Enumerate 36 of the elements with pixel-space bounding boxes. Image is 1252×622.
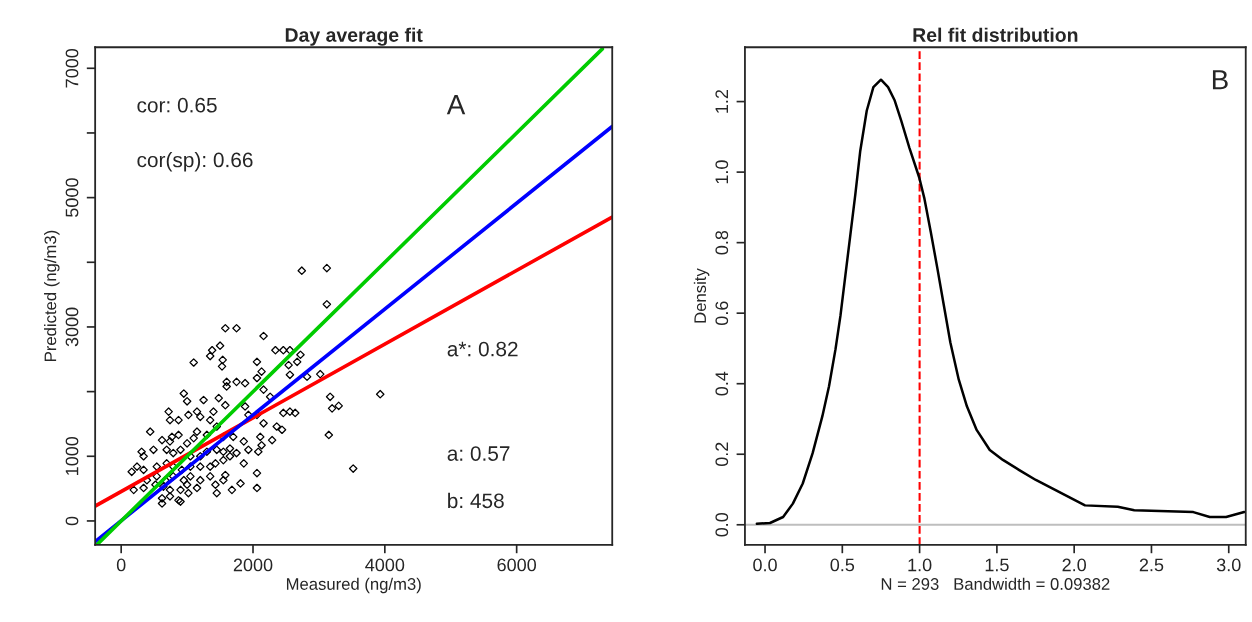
y-tick-label: 1000 — [65, 436, 79, 475]
y-tick-label: 3000 — [65, 307, 79, 347]
annotation: cor(sp): 0.66 — [137, 152, 253, 172]
y-tick-label: 7000 — [65, 48, 79, 88]
chart-title: Day average fit — [285, 27, 423, 46]
annotation: a: 0.57 — [447, 446, 510, 461]
y-tick-label: 1.2 — [715, 89, 728, 113]
x-tick-label: 0 — [116, 558, 126, 572]
chart-title: Rel fit distribution — [913, 27, 1078, 42]
x-tick-label: 2.5 — [1139, 558, 1164, 572]
y-tick-label: 0.6 — [715, 301, 729, 326]
x-tick-label: 0.5 — [830, 558, 855, 572]
annotation: B — [1212, 70, 1228, 90]
x-tick-label: 3.0 — [1216, 558, 1241, 572]
y-tick-label: 0.0 — [715, 512, 729, 537]
y-axis-title: Predicted (ng/m3) — [44, 230, 60, 361]
x-tick-label: 1.5 — [985, 558, 1009, 572]
y-tick-label: 5000 — [65, 178, 79, 217]
annotation: A — [446, 95, 466, 115]
y-tick-label: 0.2 — [715, 442, 729, 467]
annotation: cor: 0.65 — [137, 97, 217, 113]
x-axis-title: N = 293 Bandwidth = 0.09382 — [881, 577, 1110, 590]
y-tick-label: 0 — [65, 516, 79, 526]
annotation: a*: 0.82 — [447, 341, 518, 357]
y-tick-label: 0.4 — [715, 371, 729, 396]
x-tick-label: 1.0 — [908, 558, 932, 572]
x-tick-label: 2.0 — [1062, 558, 1087, 572]
y-tick-label: 0.8 — [715, 230, 729, 255]
y-tick-label: 1.0 — [715, 160, 729, 184]
y-axis-title: Density — [693, 268, 710, 323]
x-tick-label: 4000 — [365, 558, 405, 572]
annotation: b: 458 — [448, 492, 504, 509]
x-tick-label: 2000 — [233, 558, 273, 572]
x-tick-label: 0.0 — [753, 558, 777, 572]
x-axis-title: Measured (ng/m3) — [286, 577, 421, 594]
x-tick-label: 6000 — [497, 558, 537, 572]
